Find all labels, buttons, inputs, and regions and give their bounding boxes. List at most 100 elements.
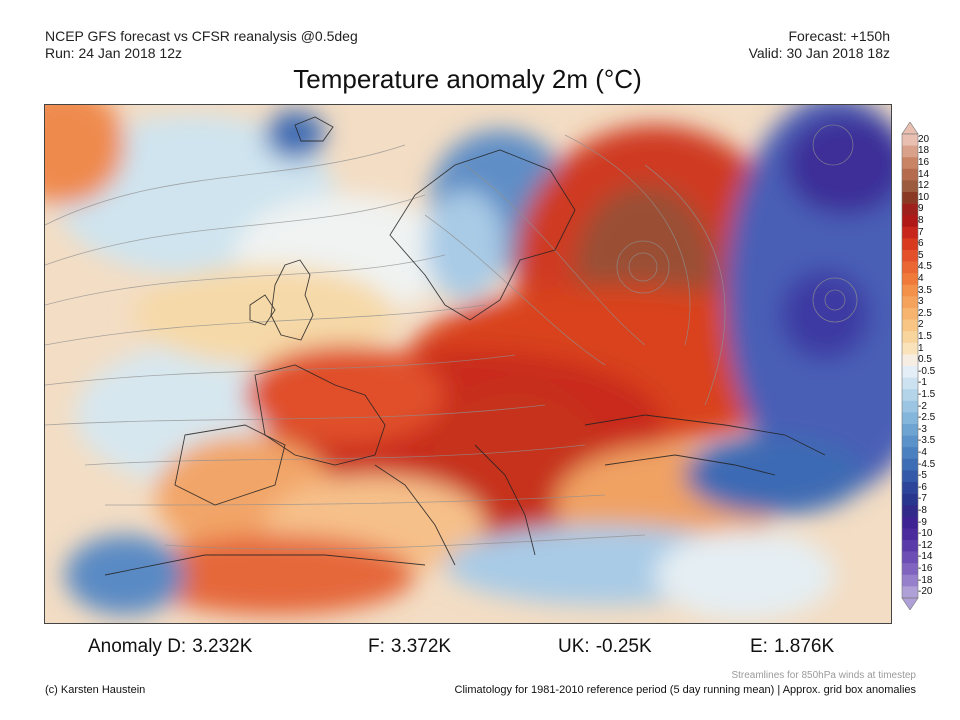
colorbar-tick-label: 2.5 [918,307,932,319]
colorbar-swatch [902,168,918,181]
colorbar-arrow-top [901,122,919,135]
model-line: NCEP GFS forecast vs CFSR reanalysis @0.… [45,28,358,44]
stat-f-value: 3.372K [390,636,452,657]
colorbar-swatch [902,458,918,471]
colorbar-swatch [902,215,918,228]
colorbar-tick-label: -4.5 [918,458,936,470]
run-line: Run: 24 Jan 2018 12z [45,45,182,61]
anomaly-field [45,105,891,623]
colorbar-tick-label: -8 [918,505,927,516]
colorbar-outline [901,133,919,599]
colorbar-swatch [902,284,918,297]
colorbar-tick-label: 5 [918,249,924,261]
colorbar-swatch [902,273,918,286]
colorbar-swatch [902,261,918,274]
colorbar-swatch [902,435,918,448]
stat-e-value: 1.876K [773,636,835,657]
colorbar-tick-label: 7 [918,226,924,238]
colorbar-swatch [902,493,918,506]
colorbar-swatch [902,203,918,216]
colorbar-tick-label: -16 [918,563,933,574]
colorbar-tick-label: 14 [918,168,930,180]
colorbar-swatch [902,482,918,494]
colorbar-tick-label: -2.5 [918,412,936,424]
colorbar-arrow-bottom [901,597,919,610]
colorbar-swatch [902,157,918,170]
colorbar-swatch [902,145,918,158]
forecast-info: Forecast: +150h Valid: 30 Jan 2018 18z [749,28,890,62]
colorbar-swatch [902,389,918,402]
colorbar-tick-label: 10 [918,191,930,203]
colorbar-tick-label: -3 [918,423,927,435]
colorbar-swatch [902,540,918,552]
wind-streamlines [45,124,858,550]
colorbar-tick-label: 12 [918,180,930,192]
colorbar-tick-label: 0.5 [918,354,932,366]
colorbar-tick-label: -1.5 [918,389,936,400]
colorbar-tick-label: -6 [918,481,927,493]
colorbar-tick-label: 1 [918,342,924,354]
colorbar-swatch [902,296,918,309]
colorbar-tick-label: -10 [918,528,933,540]
coastlines [104,116,826,576]
colorbar-tick-label: -12 [918,539,933,551]
colorbar-swatch [902,563,918,576]
streamlines-note: Streamlines for 850hPa winds at timestep [731,670,916,681]
colorbar-tick-label: 3.5 [918,284,932,296]
colorbar-tick-label: 9 [918,203,924,215]
colorbar-swatch [902,377,918,390]
colorbar-tick-label: 3 [918,296,924,308]
colorbar-swatch [902,192,918,204]
colorbar: 20 18 16 14 12 10 9 8 7 6 5 4.5 4 3.5 3 2.5 2 1.5 1 0.5 -0.5… [900,122,960,610]
anomaly-map [44,104,892,624]
colorbar-tick-label: 1.5 [918,331,932,342]
map-title: Temperature anomaly 2m (°C) [293,64,642,94]
stat-d-label: Anomaly D: [88,636,187,657]
colorbar-swatch [902,516,918,529]
colorbar-swatch [902,180,918,193]
model-info: NCEP GFS forecast vs CFSR reanalysis @0.… [45,28,358,62]
stat-d-value: 3.232K [192,636,253,657]
colorbar-swatch [902,134,918,146]
colorbar-tick-label: -9 [918,516,927,528]
colorbar-swatch [902,574,918,587]
colorbar-tick-label: -20 [918,586,933,598]
colorbar-swatch [902,424,918,436]
valid-line: Valid: 30 Jan 2018 18z [748,45,890,61]
colorbar-swatch [902,400,918,413]
stat-f: F: 3.372K [368,636,451,658]
stat-uk: UK: -0.25K [558,636,652,658]
colorbar-tick-label: -1 [918,377,927,389]
colorbar-tick-label: -3.5 [918,435,936,447]
colorbar-tick-label: -14 [918,551,933,563]
anomaly-shading [45,105,891,620]
colorbar-swatch [902,238,918,251]
colorbar-swatch [902,551,918,564]
stat-e-label: E: [750,636,768,657]
colorbar-tick-label: -5 [918,470,927,482]
colorbar-tick-label: -0.5 [918,365,936,377]
colorbar-swatch [902,366,918,378]
colorbar-swatch [902,331,918,344]
colorbar-tick-label: 18 [918,145,930,157]
forecast-line: Forecast: +150h [788,28,890,44]
colorbar-tick-label: 6 [918,238,924,250]
colorbar-swatch [902,447,918,460]
credit: (c) Karsten Haustein [45,684,146,696]
colorbar-tick-label: -4 [918,447,927,458]
colorbar-swatch [902,250,918,262]
colorbar-tick-label: -7 [918,493,927,505]
colorbar-swatch [902,586,918,599]
colorbar-tick-label: 16 [918,157,930,168]
colorbar-swatch [902,226,918,239]
colorbar-swatch [902,470,918,483]
colorbar-swatch [902,528,918,541]
colorbar-swatch [902,319,918,332]
colorbar-swatch [902,308,918,320]
stat-f-label: F: [368,636,385,657]
colorbar-tick-label: 4.5 [918,261,932,273]
stat-uk-value: -0.25K [595,636,652,657]
colorbar-swatch [902,342,918,355]
colorbar-swatch [902,354,918,367]
colorbar-swatch [902,412,918,425]
